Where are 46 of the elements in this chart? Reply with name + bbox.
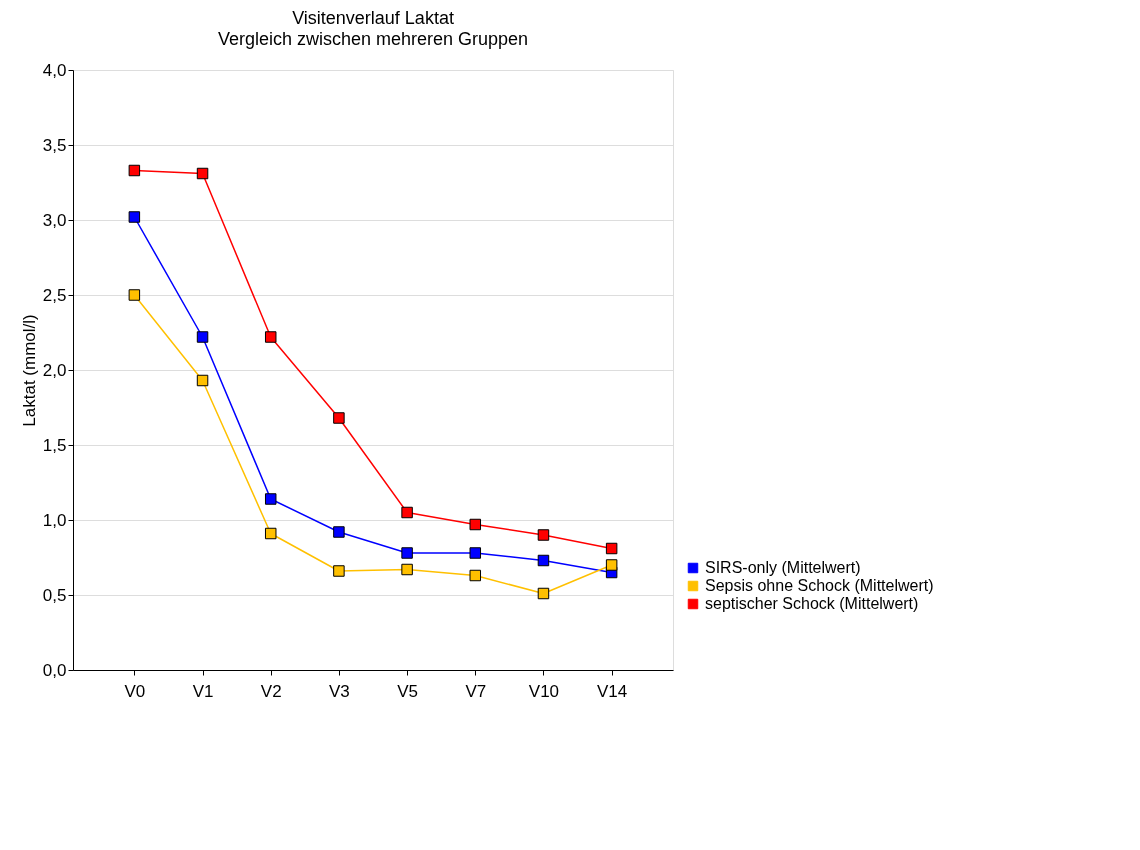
x-tick-label: V5	[397, 681, 418, 701]
x-tick-label: V2	[260, 681, 282, 701]
x-tick-label: V0	[124, 681, 146, 701]
x-tick-label: V14	[597, 681, 628, 701]
y-axis-title: Laktat (mmol/l)	[19, 314, 39, 427]
point	[469, 518, 482, 531]
x-tick-label: V3	[329, 681, 350, 701]
y-tick-label: 3,5	[42, 135, 67, 155]
point	[605, 542, 618, 555]
point	[469, 569, 482, 582]
point	[537, 529, 550, 541]
point	[196, 167, 209, 180]
y-tick-label: 3,0	[42, 210, 67, 230]
y-tick-label: 4,0	[42, 60, 67, 80]
point	[128, 164, 141, 177]
point	[401, 563, 413, 576]
point	[333, 412, 345, 424]
point	[196, 374, 209, 387]
chart-subtitle: Vergleich zwischen mehreren Gruppen	[217, 29, 529, 49]
y-tick-label: 1,0	[42, 510, 67, 530]
legend-label: septischer Schock (Mittelwert)	[705, 595, 919, 612]
legend-label: SIRS-only (Mittelwert)	[705, 559, 861, 576]
x-tick-label: V1	[192, 681, 214, 701]
point	[128, 289, 141, 301]
y-tick-label: 2,0	[42, 360, 67, 380]
y-tick-label: 0,0	[42, 660, 67, 680]
point	[605, 559, 618, 571]
point	[333, 565, 345, 577]
chart-title: Visitenverlauf Laktat	[292, 8, 454, 28]
y-tick-label: 1,5	[42, 435, 67, 455]
y-tick-label: 0,5	[42, 585, 67, 605]
point	[469, 547, 482, 559]
point	[401, 547, 413, 559]
point	[333, 526, 345, 538]
point	[128, 211, 141, 223]
point	[537, 587, 550, 600]
x-tick-label: V10	[528, 681, 560, 701]
legend-label: Sepsis ohne Schock (Mittelwert)	[705, 577, 934, 594]
point	[264, 331, 277, 343]
x-tick-label: V7	[465, 681, 487, 701]
point	[196, 331, 209, 343]
point	[401, 506, 413, 519]
point	[537, 554, 550, 567]
y-tick-label: 2,5	[42, 285, 67, 305]
point	[264, 493, 277, 505]
point	[264, 527, 277, 540]
